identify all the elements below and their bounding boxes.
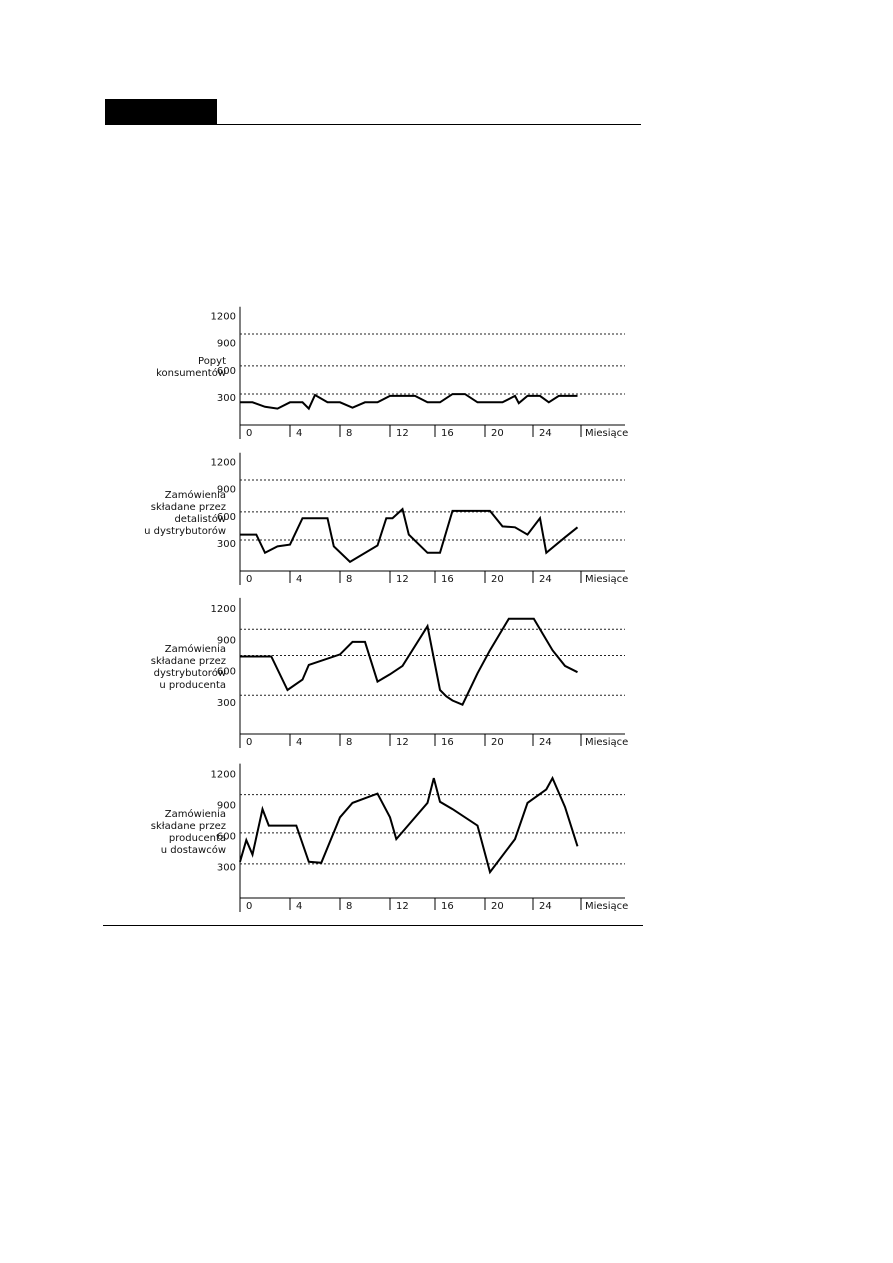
x-tick-label: 20 [491,901,504,912]
y-tick-label: 900 [217,635,236,646]
x-tick-label: 12 [396,428,409,439]
x-tick-label: 4 [296,901,302,912]
y-tick-label: 1200 [211,457,236,468]
y-tick-label: 600 [217,512,236,523]
x-tick-label: 8 [346,428,352,439]
chart-panel-4: 1200 900 600 300 0 4 8 12 16 20 24 Miesiące Zamówien… [151,763,628,912]
y-axis-label-line: dystrybutorów [154,667,226,679]
y-axis-label-line: składane przez [151,656,226,667]
x-axis-label: Miesiące [585,574,628,585]
y-tick-label: 600 [217,667,236,678]
x-tick-label: 8 [346,574,352,585]
x-tick-label: 20 [491,737,504,748]
x-tick-label: 16 [441,574,454,585]
x-tick-label: 0 [246,574,252,585]
x-tick-label: 0 [246,737,252,748]
y-tick-label: 300 [217,862,236,873]
y-axis-label-line: u producenta [159,680,226,691]
x-tick-label: 4 [296,737,302,748]
x-tick-label: 20 [491,428,504,439]
x-tick-label: 12 [396,574,409,585]
series-line [240,617,578,706]
y-tick-label: 300 [217,539,236,550]
x-axis-label: Miesiące [585,901,628,912]
y-axis-label-line: Zamówienia [165,489,226,501]
y-tick-label: 300 [217,393,236,404]
x-tick-label: 16 [441,737,454,748]
y-tick-label: 1200 [211,604,236,615]
x-tick-label: 0 [246,901,252,912]
y-axis-label-line: detalistów [174,513,226,525]
x-axis-label: Miesiące [585,428,628,439]
x-tick-label: 24 [539,428,552,439]
chart-panel-1: 1200 900 600 300 0 4 8 12 16 20 24 Miesiące Popytkon… [156,306,628,439]
y-axis-label-line: u dostawców [161,844,226,856]
x-tick-label: 0 [246,428,252,439]
y-axis-label-line: Zamówienia [165,643,226,655]
header-rule [105,124,641,125]
y-axis-label-line: u dystrybutorów [144,525,226,537]
series-line [239,775,579,875]
y-tick-label: 1200 [211,769,236,780]
series-line [240,393,578,411]
x-tick-label: 4 [296,428,302,439]
y-axis-label-line: składane przez [151,502,226,513]
y-tick-label: 900 [217,339,236,350]
y-tick-label: 300 [217,698,236,709]
footer-rule [103,925,643,926]
y-tick-label: 900 [217,800,236,811]
chart-panel-2: 1200 900 600 300 0 4 8 12 16 20 24 Miesiące Zamówien… [144,452,628,585]
x-tick-label: 12 [396,901,409,912]
x-tick-label: 12 [396,737,409,748]
x-tick-label: 24 [539,737,552,748]
x-tick-label: 16 [441,428,454,439]
x-tick-label: 24 [539,901,552,912]
chart-panel-3: 1200 900 600 300 0 4 8 12 16 20 24 Miesiące Zamówien… [151,597,628,748]
y-axis-label-line: Zamówienia [165,808,226,820]
y-tick-label: 600 [217,366,236,377]
x-tick-label: 8 [346,901,352,912]
x-axis-label: Miesiące [585,737,628,748]
y-tick-label: 600 [217,831,236,842]
y-axis-label-line: Popyt [198,356,226,367]
x-tick-label: 16 [441,901,454,912]
x-tick-label: 4 [296,574,302,585]
x-tick-label: 8 [346,737,352,748]
x-tick-label: 20 [491,574,504,585]
y-axis-label-line: składane przez [151,821,226,832]
y-tick-label: 1200 [211,311,236,322]
y-axis-label-line: konsumentów [156,367,226,379]
x-tick-label: 24 [539,574,552,585]
y-tick-label: 900 [217,485,236,496]
chapter-header-tab [105,99,217,125]
y-axis-label-line: producenta [169,833,226,844]
series-line [240,507,579,564]
